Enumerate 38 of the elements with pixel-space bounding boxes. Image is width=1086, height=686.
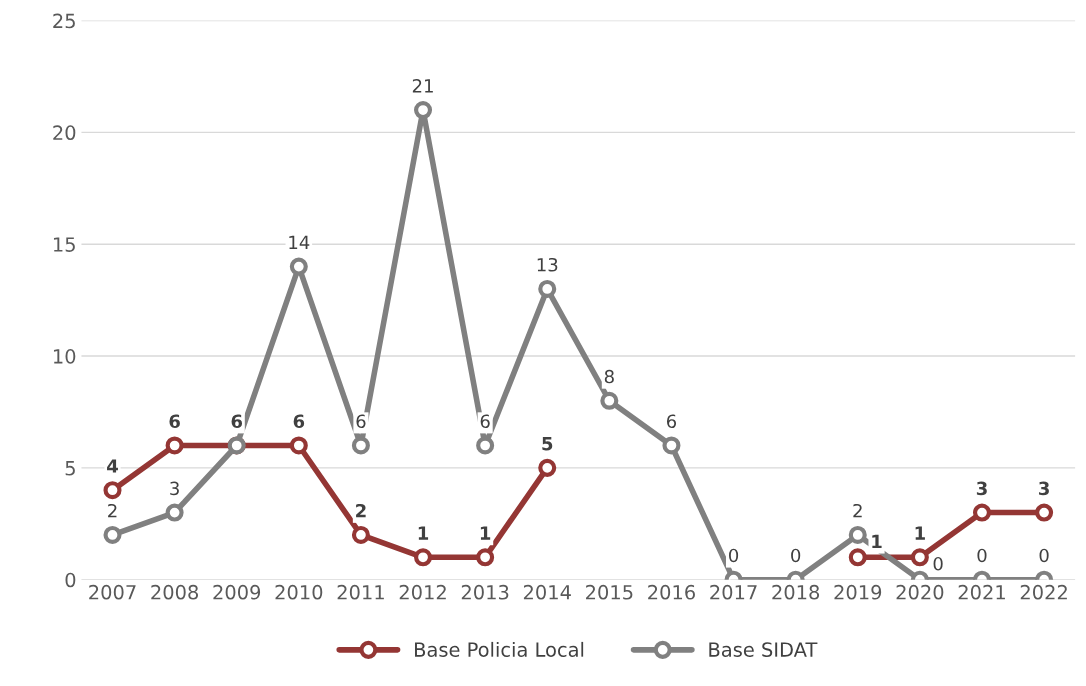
y-tick-label: 15: [53, 237, 75, 252]
data-label: 6: [231, 414, 243, 429]
data-label: 14: [289, 235, 310, 249]
x-tick-label: 2016: [648, 584, 695, 600]
x-tick-label: 2014: [523, 584, 571, 600]
x-tick-label: 2015: [586, 584, 633, 600]
x-tick-label: 2008: [151, 584, 199, 600]
data-label: 6: [666, 414, 677, 429]
data-label: 6: [480, 414, 490, 429]
data-label: 6: [356, 414, 366, 429]
legend-label: Base Policia Local: [415, 641, 584, 657]
x-tick-label: 2010: [275, 584, 323, 600]
y-tick-label: 10: [53, 348, 76, 364]
point: [538, 279, 557, 298]
point: [289, 257, 308, 276]
x-tick-label: 2021: [958, 584, 1005, 600]
x-tick-label: 2019: [834, 584, 882, 600]
data-label: 13: [537, 257, 558, 272]
y-tick-label: 25: [53, 13, 75, 29]
data-label: 8: [604, 369, 614, 384]
x-tick-label: 2012: [399, 584, 446, 600]
x-tick-label: 2013: [461, 584, 509, 600]
x-tick-label: 2017: [710, 584, 757, 600]
x-tick-label: 2007: [89, 584, 136, 600]
y-tick-label: 0: [65, 572, 76, 588]
x-tick-label: 2018: [772, 584, 820, 600]
data-label: 6: [293, 414, 305, 429]
x-tick-label: 2011: [337, 584, 384, 600]
data-label: 21: [412, 78, 433, 93]
point: [414, 101, 433, 120]
x-tick-label: 2009: [213, 584, 261, 600]
point: [600, 391, 619, 410]
y-tick-label: 20: [53, 125, 76, 141]
x-tick-label: 2022: [1020, 584, 1067, 600]
legend-label: Base SIDAT: [709, 642, 818, 657]
data-label: 6: [169, 414, 180, 429]
x-tick-label: 2020: [896, 584, 944, 600]
y-tick-label: 5: [65, 461, 75, 476]
